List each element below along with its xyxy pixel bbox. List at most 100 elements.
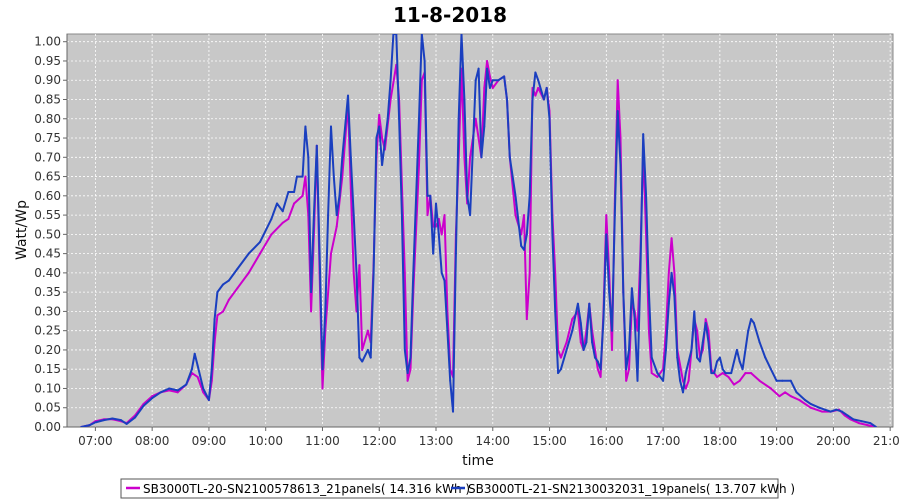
data-point <box>417 117 420 120</box>
data-point <box>134 416 137 419</box>
data-point <box>764 356 767 359</box>
data-point <box>420 34 423 35</box>
data-point <box>804 399 807 402</box>
data-point <box>227 279 230 282</box>
data-point <box>679 379 682 382</box>
data-point <box>508 156 511 159</box>
data-point <box>304 125 307 128</box>
data-point <box>588 302 591 305</box>
y-tick-label: 0.40 <box>34 266 61 280</box>
data-point <box>301 175 304 178</box>
data-point <box>673 271 676 274</box>
data-point <box>758 341 761 344</box>
data-point <box>809 406 812 409</box>
data-point <box>440 233 443 236</box>
data-point <box>625 368 628 371</box>
y-tick-label: 0.65 <box>34 170 61 184</box>
data-point <box>168 389 171 392</box>
data-point <box>321 368 324 371</box>
data-point <box>151 397 154 400</box>
data-point <box>281 221 284 224</box>
chart-title: 11-8-2018 <box>393 3 507 27</box>
data-point <box>750 318 753 321</box>
data-point <box>503 75 506 78</box>
data-point <box>721 372 724 375</box>
data-point <box>315 144 318 147</box>
data-point <box>727 375 730 378</box>
data-point <box>386 117 389 120</box>
data-point <box>840 410 843 413</box>
data-point <box>477 67 480 70</box>
data-point <box>616 110 619 113</box>
y-tick-label: 0.80 <box>34 112 61 126</box>
data-point <box>656 375 659 378</box>
data-point <box>866 424 869 427</box>
data-point <box>443 279 446 282</box>
data-point <box>528 194 531 197</box>
data-point <box>435 202 438 205</box>
data-point <box>628 368 631 371</box>
data-point <box>593 356 596 359</box>
y-tick-label: 0.25 <box>34 324 61 338</box>
x-tick-label: 17:00 <box>646 434 681 448</box>
data-point <box>190 368 193 371</box>
data-point <box>735 348 738 351</box>
data-point <box>176 391 179 394</box>
data-point <box>276 202 279 205</box>
data-point <box>259 241 262 244</box>
data-point <box>361 348 364 351</box>
data-point <box>426 214 429 217</box>
data-point <box>409 368 412 371</box>
data-point <box>795 391 798 394</box>
data-point <box>247 252 250 255</box>
data-point <box>605 233 608 236</box>
data-point <box>778 395 781 398</box>
data-point <box>710 372 713 375</box>
data-point <box>469 214 472 217</box>
data-point <box>488 75 491 78</box>
data-point <box>488 86 491 89</box>
data-point <box>347 94 350 97</box>
data-point <box>613 214 616 217</box>
data-point <box>747 329 750 332</box>
data-point <box>301 194 304 197</box>
y-tick-label: 0.90 <box>34 73 61 87</box>
data-point <box>412 271 415 274</box>
x-tick-label: 16:00 <box>589 434 624 448</box>
data-point <box>616 79 619 82</box>
data-point <box>596 360 599 363</box>
data-point <box>259 252 262 255</box>
data-point <box>381 137 384 140</box>
data-point <box>821 410 824 413</box>
data-point <box>389 79 392 82</box>
data-point <box>216 314 219 317</box>
data-point <box>321 387 324 390</box>
data-point <box>227 298 230 301</box>
series-lines <box>80 34 877 427</box>
data-point <box>605 214 608 217</box>
data-point <box>769 368 772 371</box>
data-point <box>102 419 105 422</box>
data-point <box>168 387 171 390</box>
x-tick-label: 18:00 <box>703 434 738 448</box>
data-point <box>429 194 432 197</box>
data-point <box>483 125 486 128</box>
data-point <box>287 190 290 193</box>
data-point <box>443 214 446 217</box>
data-point <box>670 237 673 240</box>
x-tick-label: 11:00 <box>305 434 340 448</box>
data-point <box>650 356 653 359</box>
data-point <box>798 399 801 402</box>
data-point <box>707 341 710 344</box>
data-point <box>628 348 631 351</box>
data-point <box>667 271 670 274</box>
data-point <box>207 399 210 402</box>
data-point <box>196 375 199 378</box>
data-point <box>602 318 605 321</box>
data-point <box>565 341 568 344</box>
data-point <box>293 190 296 193</box>
data-point <box>281 210 284 213</box>
data-point <box>213 318 216 321</box>
data-point <box>222 310 225 313</box>
